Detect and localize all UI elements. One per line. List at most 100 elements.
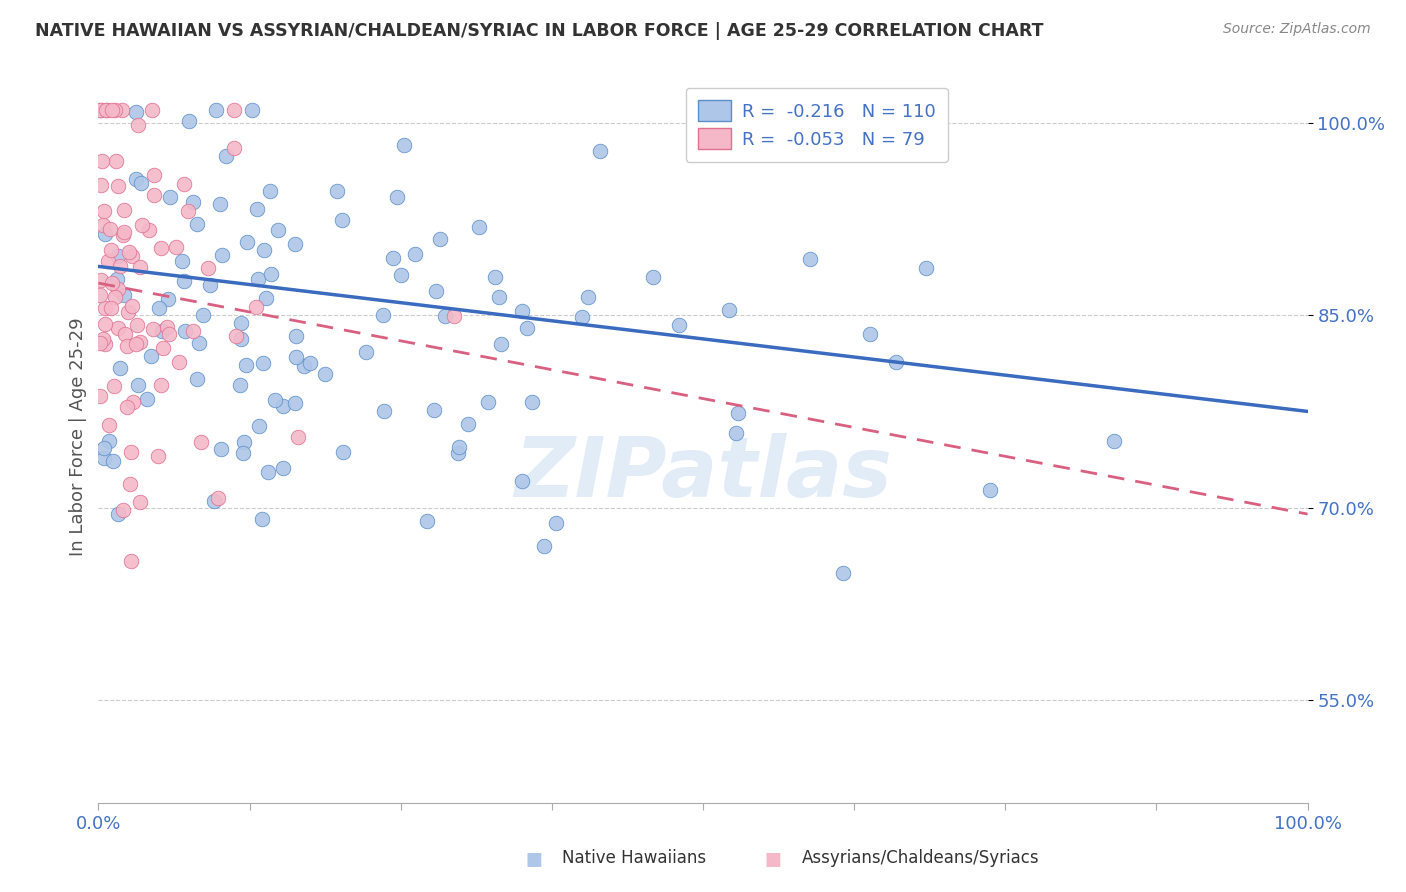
Point: [127, 318, 149, 332]
Point: [142, 322, 165, 336]
Point: [177, 203, 200, 218]
Point: [112, 288, 135, 302]
Point: [129, 334, 152, 349]
Point: [186, 217, 208, 231]
Point: [187, 336, 209, 351]
Point: [127, 378, 149, 392]
Point: [101, 103, 124, 117]
Point: [89, 103, 111, 117]
Point: [425, 284, 447, 298]
Point: [546, 516, 568, 530]
Point: [423, 403, 446, 417]
Point: [271, 460, 294, 475]
Point: [96, 103, 118, 117]
Point: [103, 378, 125, 392]
Point: [90, 178, 112, 192]
Point: [150, 242, 173, 256]
Point: [181, 324, 204, 338]
Point: [330, 213, 353, 227]
Point: [389, 268, 412, 282]
Text: Source: ZipAtlas.com: Source: ZipAtlas.com: [1223, 22, 1371, 37]
Point: [284, 237, 307, 252]
Point: [94, 227, 117, 241]
Point: [128, 495, 150, 509]
Point: [859, 327, 882, 342]
Point: [229, 316, 252, 330]
Point: [105, 272, 128, 286]
Point: [668, 318, 690, 333]
Point: [125, 104, 148, 119]
Point: [832, 566, 855, 580]
Point: [89, 389, 111, 403]
Point: [447, 440, 470, 454]
Point: [108, 259, 131, 273]
Point: [107, 508, 129, 522]
Point: [183, 195, 205, 210]
Point: [150, 324, 173, 338]
Point: [125, 172, 148, 186]
Point: [727, 406, 749, 420]
Point: [97, 254, 120, 268]
Point: [120, 444, 142, 458]
Point: [273, 399, 295, 413]
Point: [235, 358, 257, 372]
Point: [533, 539, 555, 553]
Point: [90, 273, 112, 287]
Point: [98, 418, 121, 433]
Point: [253, 243, 276, 257]
Point: [717, 302, 740, 317]
Point: [111, 103, 134, 117]
Point: [245, 301, 267, 315]
Text: Native Hawaiians: Native Hawaiians: [562, 849, 707, 867]
Point: [115, 339, 138, 353]
Point: [170, 254, 193, 268]
Point: [287, 430, 309, 444]
Point: [208, 197, 231, 211]
Point: [381, 251, 404, 265]
Point: [159, 190, 181, 204]
Point: [254, 291, 277, 305]
Point: [229, 332, 252, 346]
Point: [467, 220, 489, 235]
Point: [93, 318, 115, 332]
Point: [225, 328, 247, 343]
Point: [236, 235, 259, 249]
Point: [177, 113, 200, 128]
Point: [260, 267, 283, 281]
Point: [516, 321, 538, 335]
Point: [229, 377, 252, 392]
Point: [416, 514, 439, 528]
Point: [90, 153, 112, 168]
Point: [165, 240, 187, 254]
Point: [90, 103, 112, 117]
Point: [477, 395, 499, 409]
Point: [173, 177, 195, 191]
Point: [157, 326, 180, 341]
Point: [354, 345, 377, 359]
Point: [100, 301, 122, 316]
Point: [121, 249, 143, 263]
Point: [576, 290, 599, 304]
Point: [252, 355, 274, 369]
Point: [111, 228, 134, 243]
Point: [107, 178, 129, 193]
Point: [157, 292, 180, 306]
Point: [510, 304, 533, 318]
Point: [224, 103, 246, 117]
Point: [98, 222, 121, 236]
Point: [93, 203, 115, 218]
Point: [205, 103, 228, 117]
Point: [141, 103, 163, 117]
Point: [142, 188, 165, 202]
Point: [232, 445, 254, 459]
Point: [284, 396, 307, 410]
Point: [93, 441, 115, 455]
Point: [257, 465, 280, 479]
Point: [107, 282, 129, 296]
Point: [245, 202, 267, 216]
Point: [247, 272, 270, 286]
Point: [101, 277, 124, 291]
Point: [1102, 434, 1125, 449]
Point: [94, 301, 117, 316]
Point: [121, 299, 143, 313]
